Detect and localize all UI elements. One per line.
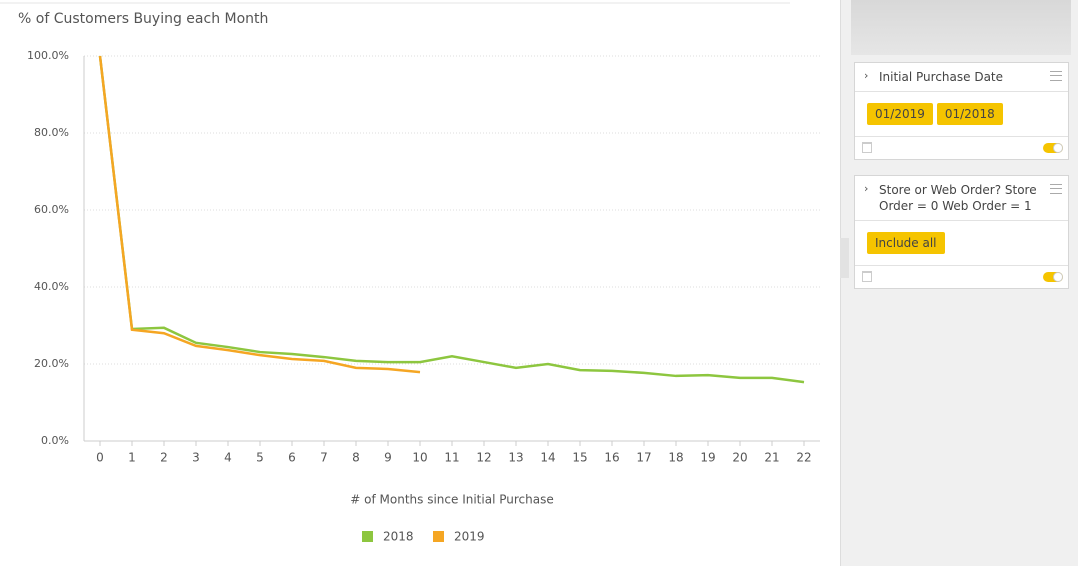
x-tick-label: 10: [412, 451, 427, 465]
menu-icon[interactable]: [1050, 184, 1062, 194]
x-tick-label: 13: [508, 451, 523, 465]
chart-title: % of Customers Buying each Month: [18, 11, 268, 27]
filter-values: Include all: [855, 221, 1068, 266]
image-block: [851, 0, 1071, 55]
filter-values: 01/2019 01/2018: [855, 92, 1068, 137]
y-tick-label: 20.0%: [34, 357, 69, 370]
delete-icon[interactable]: [862, 271, 872, 282]
filter-title: Initial Purchase Date: [879, 70, 1004, 84]
x-tick-label: 3: [192, 451, 200, 465]
collapse-handle[interactable]: [840, 238, 849, 278]
x-tick-label: 18: [668, 451, 683, 465]
x-tick-label: 20: [732, 451, 747, 465]
x-tick-label: 9: [384, 451, 392, 465]
x-tick-label: 2: [160, 451, 168, 465]
filter-card: › Store or Web Order? Store Order = 0 Web…: [854, 175, 1069, 289]
x-tick-label: 0: [96, 451, 104, 465]
y-tick-label: 100.0%: [27, 49, 69, 62]
x-tick-label: 16: [604, 451, 619, 465]
y-tick-label: 80.0%: [34, 126, 69, 139]
delete-icon[interactable]: [862, 142, 872, 153]
x-tick-label: 8: [352, 451, 360, 465]
x-tick-label: 7: [320, 451, 328, 465]
filter-footer: [855, 137, 1068, 159]
x-tick-label: 21: [764, 451, 779, 465]
x-axis-label: # of Months since Initial Purchase: [350, 493, 553, 507]
filter-title: Store or Web Order? Store Order = 0 Web …: [879, 183, 1037, 213]
filter-footer: [855, 266, 1068, 288]
expand-chevron[interactable]: ›: [864, 182, 869, 195]
x-tick-label: 5: [256, 451, 264, 465]
x-tick-label: 14: [540, 451, 555, 465]
x-tick-label: 15: [572, 451, 587, 465]
series-line: [98, 55, 805, 384]
legend-swatch: [433, 531, 444, 542]
x-tick-label: 17: [636, 451, 651, 465]
x-tick-label: 11: [444, 451, 459, 465]
y-tick-label: 40.0%: [34, 280, 69, 293]
filter-header[interactable]: › Store or Web Order? Store Order = 0 Web…: [855, 176, 1068, 221]
x-tick-label: 6: [288, 451, 296, 465]
legend-label: 2018: [383, 530, 414, 544]
chart: % of Customers Buying each Month # of Mo…: [0, 2, 820, 544]
filter-card: › Initial Purchase Date 01/2019 01/2018: [854, 62, 1069, 160]
x-tick-label: 22: [796, 451, 811, 465]
filter-chip[interactable]: Include all: [867, 232, 945, 254]
filter-header[interactable]: › Initial Purchase Date: [855, 63, 1068, 92]
series-line: [98, 55, 421, 374]
y-tick-label: 60.0%: [34, 203, 69, 216]
toggle-switch[interactable]: [1043, 143, 1063, 153]
filter-chip[interactable]: 01/2019: [867, 103, 933, 125]
toggle-switch[interactable]: [1043, 272, 1063, 282]
x-tick-label: 12: [476, 451, 491, 465]
x-tick-label: 4: [224, 451, 232, 465]
menu-icon[interactable]: [1050, 71, 1062, 81]
y-tick-label: 0.0%: [41, 434, 69, 447]
expand-chevron[interactable]: ›: [864, 69, 869, 82]
filter-chip[interactable]: 01/2018: [936, 103, 1003, 125]
filter-panel: › Initial Purchase Date 01/2019 01/2018 › Sto…: [840, 0, 1078, 566]
x-tick-label: 1: [128, 451, 136, 465]
x-tick-label: 19: [700, 451, 715, 465]
legend-swatch: [362, 531, 373, 542]
legend-label: 2019: [454, 530, 485, 544]
